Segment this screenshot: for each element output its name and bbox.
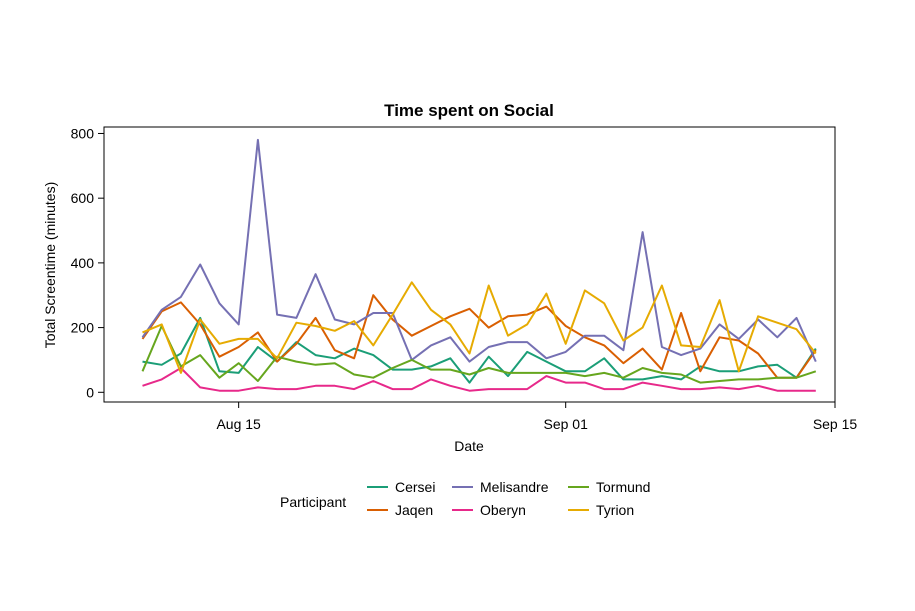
series-line-melisandre (141, 138, 817, 363)
legend-label-tyrion: Tyrion (596, 502, 634, 518)
legend-label-melisandre: Melisandre (480, 479, 549, 495)
legend-label-cersei: Cersei (395, 479, 435, 495)
series-line-tormund (141, 325, 817, 384)
y-axis-label: Total Screentime (minutes) (42, 182, 58, 349)
x-axis-label: Date (454, 438, 484, 454)
series-line-tyrion (142, 281, 817, 374)
series-lines (141, 138, 817, 392)
y-tick-label: 800 (71, 125, 95, 141)
x-tick-label: Aug 15 (216, 416, 261, 432)
x-tick-label: Sep 01 (543, 416, 588, 432)
y-tick-label: 600 (71, 190, 95, 206)
legend-label-tormund: Tormund (596, 479, 650, 495)
x-tick-label: Sep 15 (813, 416, 858, 432)
y-axis: 0 200 400 600 800 (71, 125, 104, 400)
series-line-cersei (142, 316, 817, 384)
legend-label-jaqen: Jaqen (395, 502, 433, 518)
chart-title: Time spent on Social (384, 101, 554, 120)
legend-title: Participant (280, 494, 346, 510)
y-tick-label: 400 (71, 255, 95, 271)
x-axis: Aug 15 Sep 01 Sep 15 (216, 402, 857, 432)
legend-label-oberyn: Oberyn (480, 502, 526, 518)
series-line-oberyn (142, 367, 816, 392)
y-tick-label: 0 (86, 384, 94, 400)
plot-frame (103, 126, 836, 403)
legend: Participant Cersei Jaqen Melisandre Oberyn T… (280, 479, 650, 518)
y-tick-label: 200 (71, 320, 95, 336)
